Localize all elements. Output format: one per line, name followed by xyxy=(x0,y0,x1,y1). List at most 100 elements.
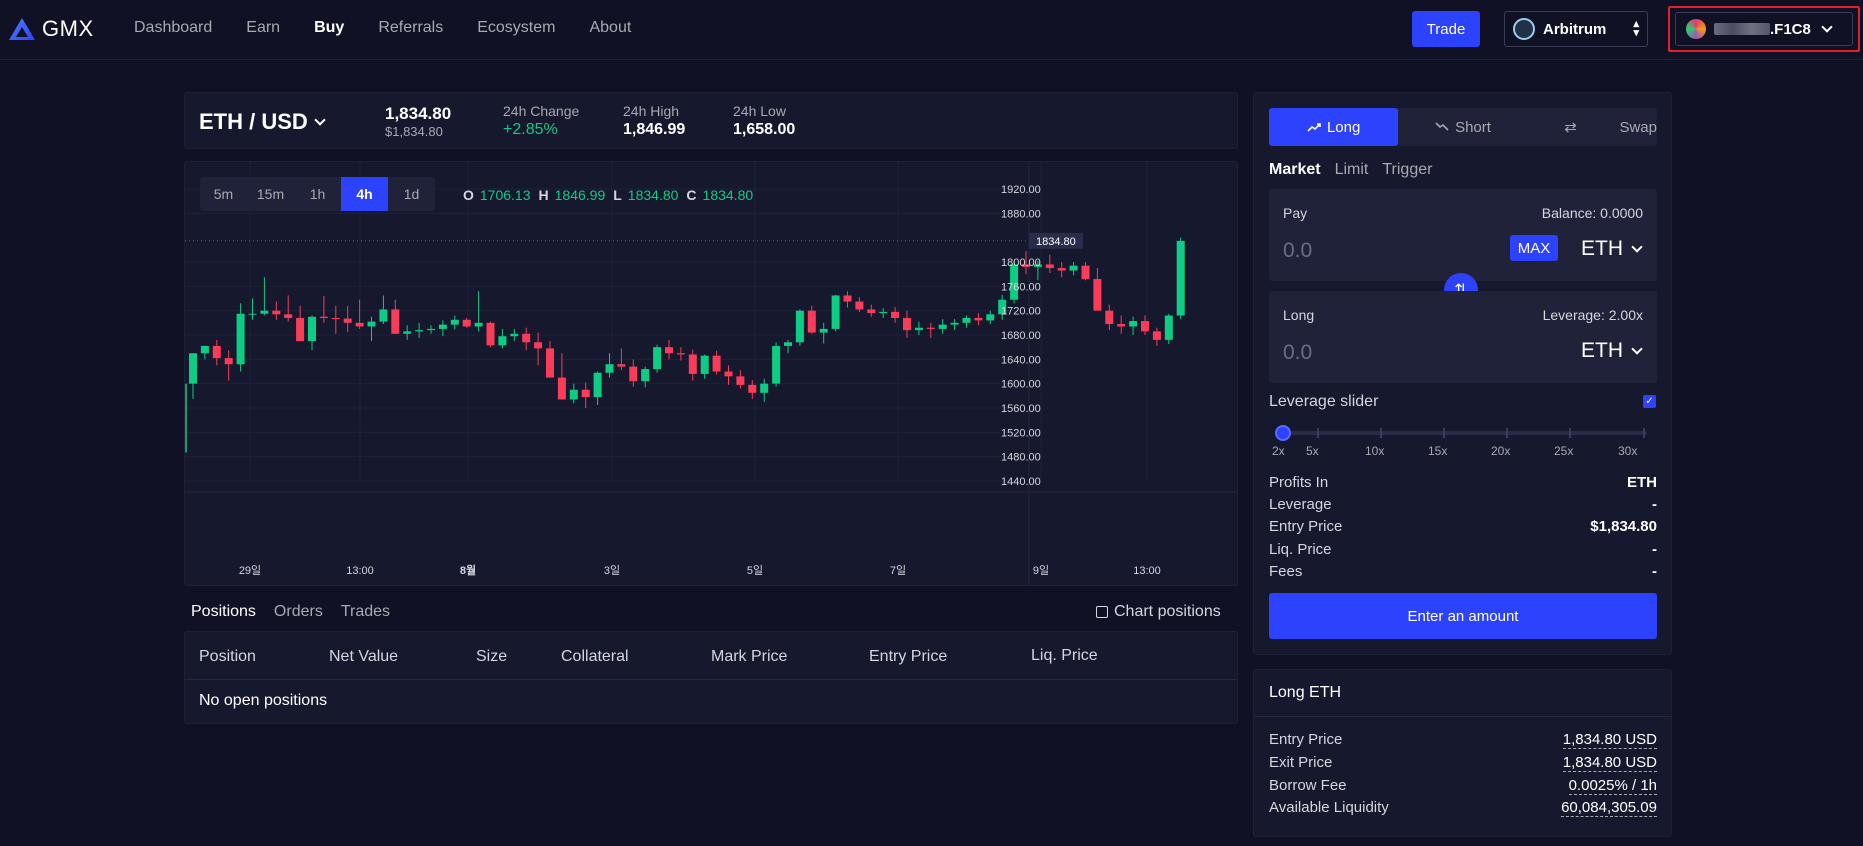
col-net-value: Net Value xyxy=(329,648,399,665)
candle xyxy=(629,366,638,382)
wallet-button[interactable]: .F1C8 xyxy=(1675,12,1853,46)
trade-button[interactable]: Trade xyxy=(1412,11,1480,47)
order-trigger[interactable]: Trigger xyxy=(1382,161,1433,178)
nav-buy[interactable]: Buy xyxy=(314,19,345,36)
wallet-address-suffix: .F1C8 xyxy=(1770,20,1811,38)
tab-swap[interactable]: ⇄ Swap xyxy=(1528,108,1657,146)
timeframe-1d[interactable]: 1d xyxy=(403,186,420,202)
mark-15x[interactable]: 15x xyxy=(1428,444,1448,458)
swap-box: Long Short ⇄ Swap Market Limit Trigger Pa… xyxy=(1253,92,1672,655)
high-value: 1,846.99 xyxy=(623,121,686,138)
chevron-down-icon xyxy=(1631,343,1643,355)
nav-referrals[interactable]: Referrals xyxy=(378,19,444,36)
candlestick-chart[interactable]: 1920.00 1880.00 1800.00 1760.00 1720.00 1680.… xyxy=(185,162,1238,586)
ticker-bar: ETH / USD 1,834.80 $1,834.80 24h Change … xyxy=(184,92,1238,149)
long-amount-input[interactable]: 0.0 xyxy=(1283,341,1313,364)
candle xyxy=(1045,264,1054,269)
li-label: Available Liquidity xyxy=(1269,799,1389,816)
info-leverage: Leverage - xyxy=(1269,496,1657,513)
price-chart-panel: 1920.00 1880.00 1800.00 1760.00 1720.00 1680.… xyxy=(184,161,1238,586)
tab-orders[interactable]: Orders xyxy=(273,603,323,620)
li-value[interactable]: 0.0025% / 1h xyxy=(1568,777,1657,795)
ohlc-o-label: O xyxy=(463,187,474,203)
pay-amount-input[interactable]: 0.0 xyxy=(1283,239,1313,262)
tab-positions[interactable]: Positions xyxy=(191,603,256,620)
timeframe-15m[interactable]: 15m xyxy=(256,186,285,202)
candle xyxy=(879,311,888,314)
candle xyxy=(331,317,340,319)
slider-tick xyxy=(1443,428,1445,438)
candle xyxy=(224,358,233,365)
leverage-slider-checkbox[interactable]: ✓ xyxy=(1643,395,1656,408)
tab-long[interactable]: Long xyxy=(1269,108,1399,146)
x-tick-label: 8월 xyxy=(460,563,476,577)
mark-25x[interactable]: 25x xyxy=(1554,444,1574,458)
col-size: Size xyxy=(476,648,508,665)
candle xyxy=(665,347,673,354)
mark-30x[interactable]: 30x xyxy=(1618,444,1638,458)
candle xyxy=(319,316,328,318)
candle xyxy=(819,328,828,333)
nav-earn[interactable]: Earn xyxy=(246,19,281,36)
candle xyxy=(724,371,733,377)
chart-positions-toggle[interactable]: Chart positions xyxy=(1096,603,1221,621)
timeframe-4h[interactable]: 4h xyxy=(341,177,388,211)
slider-handle[interactable] xyxy=(1275,425,1291,441)
candle xyxy=(688,354,697,374)
pair-selector[interactable]: ETH / USD xyxy=(199,109,326,135)
candle xyxy=(355,322,364,327)
mark-5x[interactable]: 5x xyxy=(1306,444,1319,458)
trend-down-icon xyxy=(1435,122,1449,131)
slider-tick xyxy=(1317,428,1319,438)
candle xyxy=(546,348,554,378)
tab-short[interactable]: Short xyxy=(1398,108,1527,146)
network-name: Arbitrum xyxy=(1543,20,1607,38)
tab-trades[interactable]: Trades xyxy=(340,603,391,620)
checkbox[interactable] xyxy=(1096,606,1108,618)
candle xyxy=(522,333,531,343)
tab-short-label: Short xyxy=(1455,118,1491,136)
long-token-selector[interactable]: ETH xyxy=(1581,339,1643,363)
order-market[interactable]: Market xyxy=(1269,161,1321,178)
max-button[interactable]: MAX xyxy=(1510,235,1558,261)
network-selector[interactable]: Arbitrum ▴ ▾ xyxy=(1504,11,1648,47)
logo[interactable]: GMX xyxy=(8,16,94,42)
enter-amount-button[interactable]: Enter an amount xyxy=(1269,593,1657,639)
mark-10x[interactable]: 10x xyxy=(1365,444,1385,458)
x-tick-label: 13:00 xyxy=(1133,565,1161,577)
nav-about[interactable]: About xyxy=(589,19,632,36)
candle xyxy=(1117,324,1126,327)
y-tick-label: 1640.00 xyxy=(1001,354,1041,366)
long-token: ETH xyxy=(1581,339,1623,362)
timeframe-5m[interactable]: 5m xyxy=(213,186,234,202)
info-fees: Fees - xyxy=(1269,563,1657,580)
nav-ecosystem[interactable]: Ecosystem xyxy=(477,19,556,36)
leverage-label: Leverage: 2.00x xyxy=(1542,307,1643,323)
candle xyxy=(736,376,745,385)
candle xyxy=(926,327,935,329)
col-liq-price: Liq. Price xyxy=(1031,647,1098,664)
order-limit[interactable]: Limit xyxy=(1334,161,1369,178)
timeframe-1h[interactable]: 1h xyxy=(309,186,326,202)
top-bar: GMX Dashboard Earn Buy Referrals Ecosyst… xyxy=(0,0,1863,60)
candle xyxy=(189,353,197,384)
slider-tick xyxy=(1643,428,1645,438)
leverage-slider-label: Leverage slider xyxy=(1269,393,1379,410)
li-label: Borrow Fee xyxy=(1269,777,1347,794)
li-value[interactable]: 60,084,305.09 xyxy=(1561,799,1657,817)
candle xyxy=(914,327,923,331)
candle xyxy=(891,311,900,318)
leverage-slider[interactable] xyxy=(1275,425,1647,441)
candle xyxy=(974,317,983,321)
li-value[interactable]: 1,834.80 USD xyxy=(1562,754,1657,772)
pay-token-selector[interactable]: ETH xyxy=(1581,237,1643,261)
side-tabs: Long Short ⇄ Swap xyxy=(1269,108,1657,146)
y-tick-label: 1520.00 xyxy=(1001,427,1041,439)
info-value: - xyxy=(1652,563,1657,580)
li-value[interactable]: 1,834.80 USD xyxy=(1562,731,1657,749)
nav-dashboard[interactable]: Dashboard xyxy=(134,19,213,36)
mark-2x[interactable]: 2x xyxy=(1272,444,1285,458)
candle xyxy=(569,389,578,400)
candle xyxy=(308,316,316,342)
mark-20x[interactable]: 20x xyxy=(1491,444,1511,458)
